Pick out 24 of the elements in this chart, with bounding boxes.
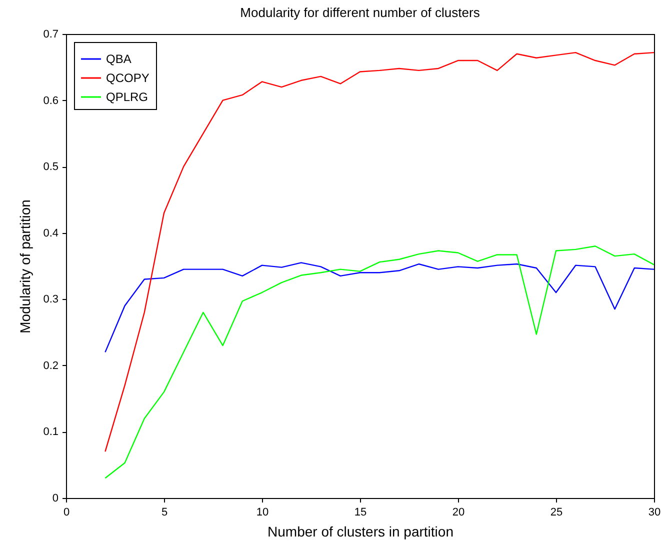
x-tick-label: 25 (550, 506, 563, 518)
legend-label: QCOPY (106, 71, 150, 85)
line-series (104, 262, 654, 353)
y-tick-label: 0.1 (43, 426, 58, 438)
x-axis-title: Number of clusters in partition (268, 524, 454, 540)
legend-label: QPLRG (106, 90, 148, 104)
x-tick-label: 10 (256, 506, 269, 518)
y-tick-label: 0.7 (43, 28, 58, 40)
line-series (104, 52, 654, 452)
y-tick-label: 0 (52, 492, 58, 504)
y-axis-title: Modularity of partition (17, 200, 34, 334)
x-tick-label: 30 (648, 506, 661, 518)
x-tick-label: 20 (452, 506, 465, 518)
legend-label: QBA (106, 52, 132, 66)
y-tick-label: 0.3 (43, 294, 58, 306)
line-series (104, 246, 654, 479)
chart-title: Modularity for different number of clusters (240, 5, 480, 20)
y-tick-label: 0.5 (43, 161, 58, 174)
y-tick-label: 0.6 (43, 94, 58, 107)
y-tick-label: 0.4 (43, 227, 58, 240)
y-tick-label: 0.2 (43, 360, 58, 372)
x-tick-label: 15 (354, 506, 367, 518)
x-tick-label: 5 (161, 506, 168, 518)
x-tick-label: 0 (63, 506, 70, 518)
